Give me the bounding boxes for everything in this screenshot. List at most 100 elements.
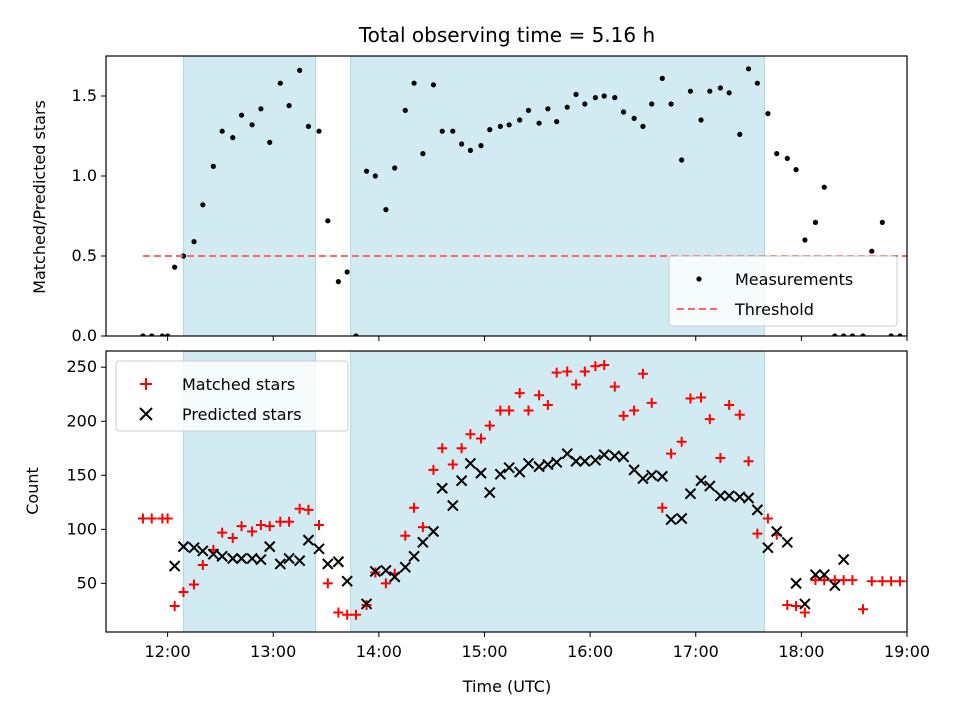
- matched-star-point: [247, 526, 258, 537]
- measurement-point: [450, 128, 456, 134]
- predicted-star-point: [637, 472, 649, 485]
- axes-frame: [105, 55, 908, 337]
- measurement-point: [620, 109, 627, 115]
- predicted-star-point: [494, 468, 507, 480]
- matched-star-point: [275, 516, 286, 527]
- measurement-point: [659, 75, 665, 81]
- matched-star-point: [866, 576, 877, 587]
- predicted-star-point: [762, 541, 774, 554]
- predicted-star-point: [513, 466, 526, 478]
- predicted-star-point: [628, 464, 640, 476]
- observing-interval: [183, 56, 316, 336]
- legend: Matched stars Predicted stars: [115, 360, 349, 432]
- measurement-point: [668, 101, 674, 107]
- measurement-point: [812, 219, 819, 225]
- matched-star-point: [523, 405, 534, 416]
- measurement-point: [325, 218, 331, 224]
- x-tick-label: 16:00: [567, 642, 613, 661]
- matched-star-point: [551, 367, 562, 378]
- predicted-star-point: [399, 561, 411, 573]
- predicted-star-point: [617, 451, 630, 463]
- measurement-point: [219, 128, 225, 134]
- measurement-point: [832, 333, 838, 336]
- matched-star-point: [314, 520, 325, 531]
- measurement-point: [536, 120, 542, 126]
- x-tick-label: 19:00: [884, 642, 930, 661]
- matched-star-point: [437, 443, 448, 454]
- predicted-star-point: [484, 486, 496, 499]
- matched-star-point: [752, 528, 763, 539]
- predicted-star-point: [818, 569, 830, 581]
- measurement-point: [592, 95, 599, 101]
- matched-star-point: [189, 579, 200, 590]
- matched-star-point: [409, 502, 420, 513]
- predicted-star-point: [503, 462, 515, 474]
- matched-star-point: [255, 520, 266, 531]
- legend-label: Matched stars: [182, 375, 295, 394]
- predicted-star-point: [417, 536, 429, 549]
- matched-star-point: [303, 504, 314, 515]
- measurement-point: [286, 103, 292, 109]
- matched-star-point: [217, 527, 228, 538]
- matched-star-point: [227, 532, 238, 543]
- x-tick-label: 12:00: [145, 642, 191, 661]
- measurement-point: [487, 127, 493, 133]
- predicted-star-point: [799, 598, 811, 610]
- matched-star-point: [342, 609, 353, 620]
- measurement-point: [392, 165, 398, 171]
- measurement-point: [517, 117, 523, 123]
- predicted-star-point: [579, 455, 591, 467]
- measurement-point: [525, 107, 532, 113]
- x-tick-label: 14:00: [356, 642, 402, 661]
- matched-star-point: [791, 601, 802, 612]
- matched-star-point: [169, 601, 180, 612]
- matched-star-point: [810, 575, 821, 586]
- matched-star-point: [456, 443, 467, 454]
- matched-star-point: [724, 400, 735, 411]
- observing-interval: [350, 351, 765, 632]
- measurement-point: [640, 123, 646, 129]
- measurement-point: [383, 207, 389, 213]
- measurement-point: [506, 122, 512, 128]
- y-axis-label-top: Matched/Predicted stars: [30, 100, 49, 294]
- predicted-star-point: [533, 460, 545, 473]
- predicted-star-point: [837, 553, 850, 566]
- matched-star-point: [838, 575, 849, 586]
- predicted-star-point: [389, 571, 401, 583]
- measurement-point: [249, 122, 255, 128]
- legend-label: Predicted stars: [182, 405, 302, 424]
- matched-star-point: [590, 361, 601, 372]
- matched-star-point: [514, 388, 525, 399]
- measurement-point: [631, 115, 637, 121]
- measurement-point: [573, 91, 579, 97]
- chart-title: Total observing time = 5.16 h: [358, 23, 655, 47]
- predicted-star-point: [197, 545, 209, 557]
- measurement-point: [717, 85, 723, 91]
- measurement-point: [191, 239, 197, 245]
- matched-star-point: [829, 575, 840, 586]
- measurement-point: [784, 155, 790, 161]
- matched-star-point: [894, 576, 905, 587]
- matched-star-point: [322, 578, 333, 589]
- predicted-star-point: [656, 470, 669, 483]
- predicted-star-point: [684, 487, 697, 500]
- matched-star-point: [609, 381, 620, 392]
- measurement-point: [698, 117, 704, 123]
- matched-star-point: [236, 521, 247, 532]
- predicted-star-point: [369, 565, 382, 578]
- predicted-star-point: [695, 474, 707, 487]
- matched-star-point: [137, 513, 148, 524]
- measurement-point: [267, 139, 273, 145]
- predicted-star-point: [188, 541, 200, 554]
- y-tick-label: 100: [66, 519, 97, 538]
- predicted-star-point: [436, 482, 448, 494]
- measurement-point: [430, 82, 437, 88]
- measurement-point: [869, 248, 875, 254]
- predicted-star-point: [742, 492, 755, 504]
- matched-star-point: [484, 420, 495, 431]
- legend-box: [668, 255, 898, 327]
- measurement-point: [316, 128, 322, 134]
- measurement-point: [726, 90, 732, 96]
- legend-marker: [139, 407, 153, 421]
- measurement-point: [879, 219, 885, 225]
